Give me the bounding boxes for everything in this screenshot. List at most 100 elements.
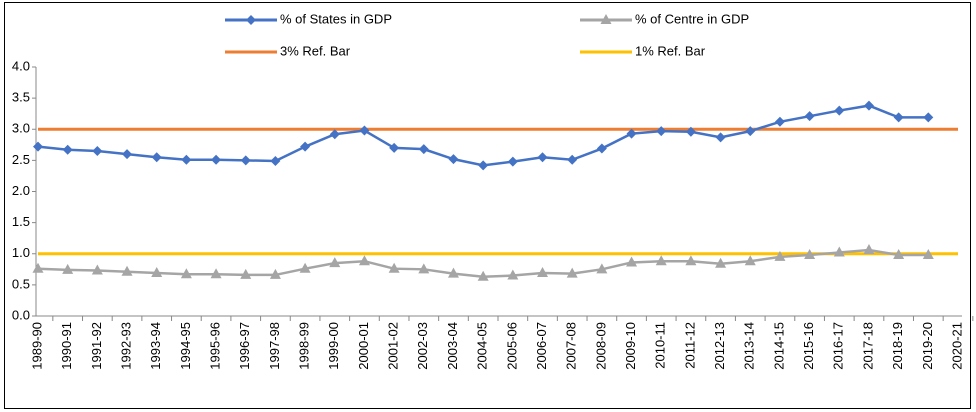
y-tick-label: 3.0 — [12, 121, 30, 136]
series-line — [37, 104, 929, 167]
point — [358, 255, 370, 266]
point — [418, 144, 429, 155]
point — [418, 263, 430, 274]
point — [359, 125, 370, 136]
point — [477, 270, 489, 281]
x-tick-label: 1998-99 — [297, 322, 312, 370]
point — [210, 268, 222, 279]
y-tick-label: 0.5 — [12, 276, 30, 291]
x-tick-label: 1997-98 — [267, 322, 282, 370]
x-tick-label: 2020-21 — [949, 322, 964, 370]
point — [893, 248, 905, 259]
point — [834, 105, 845, 116]
point — [804, 248, 816, 259]
legend-label: % of States in GDP — [280, 11, 392, 26]
y-tick-label: 3.5 — [12, 90, 30, 105]
x-tick-label: 1994-95 — [178, 322, 193, 370]
legend-label: % of Centre in GDP — [635, 11, 749, 26]
x-tick-label: 2014-15 — [771, 322, 786, 370]
x-tick-label: 1992-93 — [118, 322, 133, 370]
x-tick-label: 2000-01 — [356, 322, 371, 370]
point — [774, 250, 786, 261]
x-tick-label: 2008-09 — [593, 322, 608, 370]
point — [121, 265, 133, 276]
chart-frame — [4, 2, 971, 409]
point — [62, 144, 73, 155]
x-tick-label: 1993-94 — [148, 322, 163, 370]
x-tick-label: 2004-05 — [475, 322, 490, 370]
point — [389, 142, 400, 153]
legend-marker — [600, 14, 612, 24]
point — [537, 267, 549, 278]
point — [240, 268, 252, 279]
point — [922, 248, 934, 259]
legend-marker — [246, 15, 256, 25]
legend-label: 3% Ref. Bar — [280, 43, 351, 58]
point — [299, 262, 311, 273]
x-tick-label: 2003-04 — [445, 322, 460, 370]
point — [269, 268, 281, 279]
point — [566, 267, 578, 278]
point — [32, 262, 44, 273]
x-tick-label: 1996-97 — [237, 322, 252, 370]
point — [715, 132, 726, 143]
point — [151, 267, 163, 278]
y-tick-label: 2.0 — [12, 183, 30, 198]
point — [626, 128, 637, 139]
point — [863, 100, 874, 111]
point — [863, 244, 875, 255]
point — [715, 257, 727, 268]
x-tick-label: 2017-18 — [860, 322, 875, 370]
x-tick-label: 2012-13 — [712, 322, 727, 370]
point — [270, 155, 281, 166]
point — [240, 155, 251, 166]
point — [923, 112, 934, 123]
point — [537, 152, 548, 163]
point — [447, 267, 459, 278]
x-tick-label: 2007-08 — [564, 322, 579, 370]
y-tick-label: 4.0 — [12, 58, 30, 73]
point — [33, 141, 43, 152]
point — [774, 116, 785, 127]
x-tick-label: 2011-12 — [682, 322, 697, 369]
x-tick-label: 2005-06 — [504, 322, 519, 370]
x-tick-label: 2016-17 — [831, 322, 846, 370]
y-tick-label: 1.5 — [12, 214, 30, 229]
point — [151, 152, 162, 163]
point — [507, 269, 519, 280]
x-tick-label: 1990-91 — [59, 322, 74, 370]
point — [833, 246, 845, 257]
y-tick-label: 2.5 — [12, 152, 30, 167]
x-tick-label: 2010-11 — [653, 322, 668, 369]
point — [62, 263, 74, 274]
x-tick-label: 2018-19 — [890, 322, 905, 370]
point — [180, 268, 192, 279]
y-tick-label: 1.0 — [12, 245, 30, 260]
point — [478, 160, 489, 171]
point — [655, 255, 667, 266]
x-tick-label: 2009-10 — [623, 322, 638, 370]
point — [685, 255, 697, 266]
point — [656, 126, 667, 137]
point — [596, 143, 607, 154]
point — [804, 111, 815, 122]
x-tick-label: 2019-20 — [920, 322, 935, 370]
x-tick-label: 1989-90 — [29, 322, 44, 370]
point — [626, 256, 638, 267]
point — [329, 129, 340, 140]
y-tick-label: 0.0 — [12, 307, 30, 322]
point — [596, 263, 608, 274]
point — [91, 264, 103, 275]
x-tick-label: 1999-00 — [326, 322, 341, 370]
point — [388, 262, 400, 273]
legend-label: 1% Ref. Bar — [635, 43, 706, 58]
point — [122, 149, 133, 160]
point — [507, 156, 518, 167]
point — [211, 154, 222, 165]
point — [745, 126, 756, 137]
x-tick-label: 1991-92 — [89, 322, 104, 370]
x-tick-label: 2001-02 — [386, 322, 401, 370]
x-tick-label: 2002-03 — [415, 322, 430, 370]
